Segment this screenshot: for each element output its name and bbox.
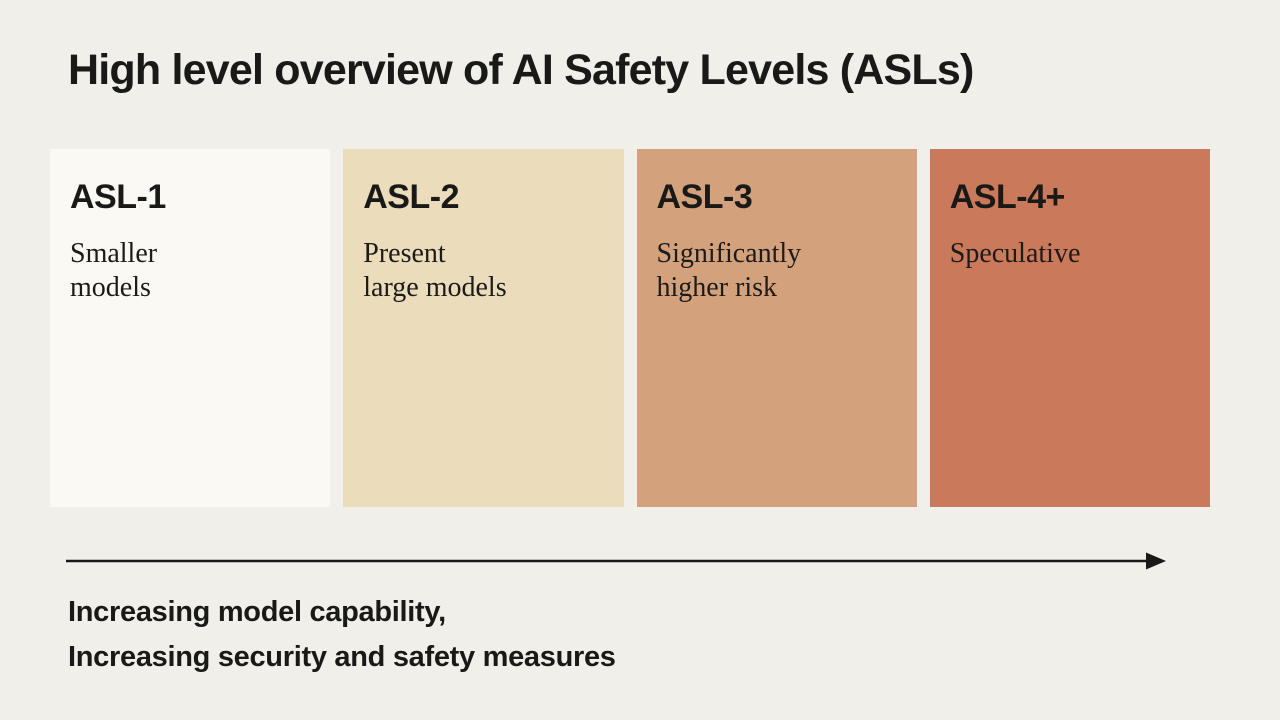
card-asl-3-description: Significantly higher risk (656, 238, 802, 303)
card-asl-1-title: ASL-1 (70, 178, 166, 216)
axis-caption-line2: Increasing security and safety measures (68, 641, 616, 673)
card-asl-2-description: Present large models (363, 238, 507, 303)
card-asl-1: ASL-1 Smaller models (50, 149, 331, 507)
card-asl-4-title: ASL-4+ (949, 178, 1066, 216)
axis-caption-line1: Increasing model capability, (68, 596, 446, 628)
card-asl-2: ASL-2 Present large models (343, 149, 624, 507)
card-asl-4: ASL-4+ Speculative (929, 149, 1210, 507)
asl-cards-row: ASL-1 Smaller models ASL-2 Present large… (50, 149, 1210, 507)
card-asl-4-description: Speculative (949, 238, 1081, 269)
card-asl-3: ASL-3 Significantly higher risk (636, 149, 917, 507)
right-arrow-icon (66, 552, 1166, 570)
axis-caption: Increasing model capability, Increasing … (68, 590, 616, 680)
card-asl-3-title: ASL-3 (656, 178, 753, 216)
card-asl-1-description: Smaller models (70, 238, 158, 303)
page-title: High level overview of AI Safety Levels … (68, 46, 974, 94)
card-asl-2-title: ASL-2 (363, 178, 459, 216)
